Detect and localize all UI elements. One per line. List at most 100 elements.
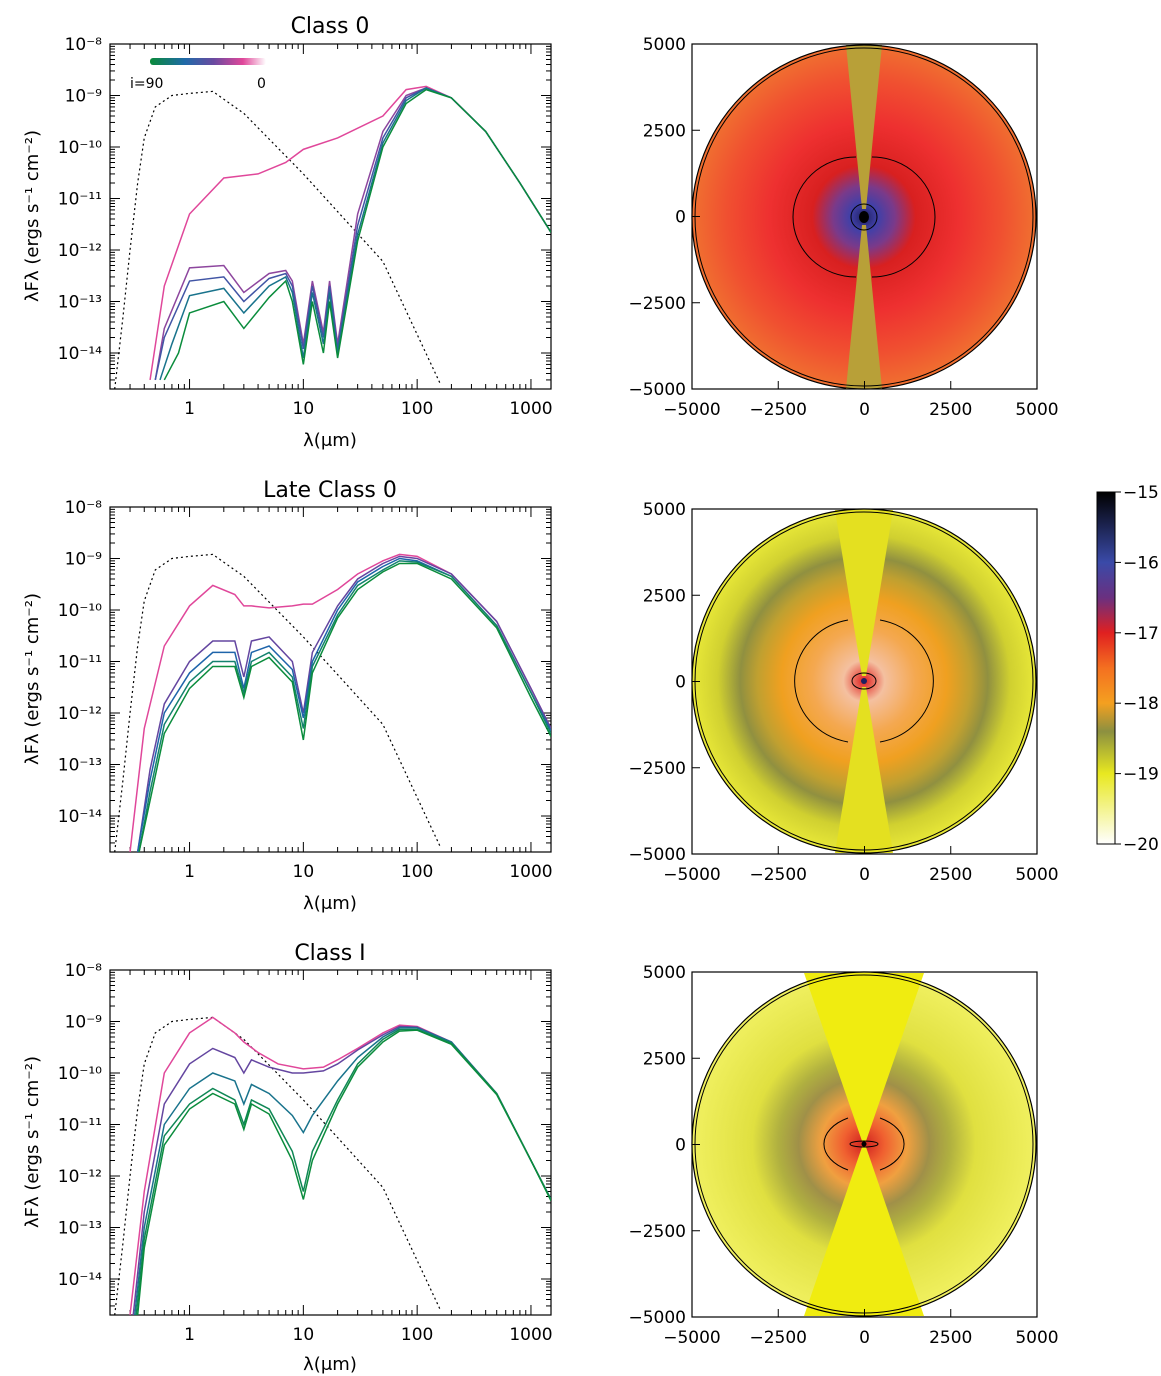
sed-series-line bbox=[154, 87, 551, 381]
y-tick-label: 0 bbox=[675, 1136, 686, 1156]
x-tick-label: −5000 bbox=[663, 865, 721, 885]
sed-frame bbox=[109, 506, 552, 853]
y-tick-label: −5000 bbox=[628, 1308, 686, 1328]
y-tick-label: 10⁻¹² bbox=[58, 1167, 102, 1187]
outflow-cavity-north bbox=[835, 510, 893, 676]
y-tick-label: 10⁻¹¹ bbox=[58, 1116, 102, 1136]
density-contour-inner bbox=[849, 1140, 879, 1148]
x-tick-label: −2500 bbox=[749, 1328, 807, 1348]
sed-title-class-i: Class I bbox=[294, 941, 365, 966]
y-tick-label: 10⁻⁸ bbox=[65, 961, 103, 981]
y-tick-label: 5000 bbox=[643, 35, 686, 55]
sed-series-line bbox=[159, 87, 551, 381]
outflow-cavity-south bbox=[835, 687, 893, 853]
x-tick-label: 0 bbox=[859, 865, 870, 885]
outflow-cavity-north bbox=[846, 45, 882, 209]
y-tick-label: 10⁻⁹ bbox=[65, 1013, 103, 1033]
x-tick-label: 5000 bbox=[1015, 1328, 1058, 1348]
y-tick-label: 0 bbox=[675, 673, 686, 693]
y-tick-label: 10⁻⁹ bbox=[65, 550, 103, 570]
outflow-cavity-south bbox=[804, 1147, 924, 1316]
sed-series-line bbox=[138, 562, 551, 852]
stellar-photosphere-line bbox=[114, 1016, 441, 1315]
sed-ylabel: λFλ (ergs s⁻¹ cm⁻²) bbox=[22, 130, 43, 302]
sed-frame bbox=[109, 43, 552, 390]
sed-series-line bbox=[154, 87, 551, 381]
x-tick-label: 2500 bbox=[929, 865, 972, 885]
y-tick-label: 10⁻¹⁰ bbox=[58, 601, 102, 621]
outflow-cavity-north bbox=[804, 973, 924, 1141]
density-contour-inner bbox=[851, 672, 877, 690]
y-tick-label: 10⁻⁸ bbox=[65, 35, 103, 55]
y-tick-label: −2500 bbox=[628, 1222, 686, 1242]
sed-series-line bbox=[135, 1028, 551, 1315]
x-tick-label: 1 bbox=[184, 399, 195, 419]
x-tick-label: 100 bbox=[401, 862, 433, 882]
sed-series-line bbox=[149, 85, 551, 381]
x-tick-label: 10 bbox=[293, 1325, 315, 1345]
colorbar-tick-label: −15 bbox=[1123, 483, 1159, 503]
y-tick-label: −5000 bbox=[628, 380, 686, 400]
sed-series-line bbox=[136, 1029, 551, 1315]
sed-xlabel: λ(μm) bbox=[303, 430, 357, 451]
density-contour-mid bbox=[794, 619, 934, 743]
x-tick-label: 5000 bbox=[1015, 400, 1058, 420]
sed-xlabel: λ(μm) bbox=[303, 893, 357, 914]
sed-curves bbox=[114, 553, 551, 852]
sed-curves bbox=[114, 1016, 551, 1315]
y-tick-label: 10⁻¹³ bbox=[58, 293, 102, 313]
x-tick-label: 1 bbox=[184, 1325, 195, 1345]
colorbar-tick-label: −17 bbox=[1123, 624, 1159, 644]
density-map-class-i: −5000 −2500 0 2500 5000 5000 2500 0 −2500 −5000 bbox=[628, 963, 1058, 1348]
y-tick-label: 10⁻¹² bbox=[58, 241, 102, 261]
protostar bbox=[859, 211, 869, 223]
colorbar-tick-label: −19 bbox=[1123, 765, 1159, 785]
density-contour-mid bbox=[823, 1117, 905, 1171]
y-tick-label: 5000 bbox=[643, 963, 686, 983]
sed-ticks: 1 10 100 1000 10⁻⁸ 10⁻⁹ 10⁻¹⁰ 10⁻¹¹ 10⁻¹² 10⁻¹³ 10… bbox=[58, 961, 553, 1345]
density-map-late-class-0: −5000 −2500 0 2500 5000 5000 2500 0 −2500 −5000 bbox=[628, 500, 1058, 885]
y-tick-label: 10⁻¹⁰ bbox=[58, 138, 102, 158]
sed-series-line bbox=[163, 88, 551, 381]
sed-series-line bbox=[129, 553, 551, 852]
protostar bbox=[861, 1141, 867, 1147]
y-tick-label: 10⁻¹⁴ bbox=[58, 807, 102, 827]
x-tick-label: 0 bbox=[859, 1328, 870, 1348]
y-tick-label: 10⁻¹⁴ bbox=[58, 344, 102, 364]
colorbar-tick-label: −16 bbox=[1123, 553, 1159, 573]
sed-series-line bbox=[136, 555, 551, 852]
x-tick-label: −5000 bbox=[663, 1328, 721, 1348]
stellar-photosphere-line bbox=[114, 90, 441, 389]
x-tick-label: −5000 bbox=[663, 400, 721, 420]
inclination-colorbar bbox=[150, 58, 266, 65]
y-tick-label: 10⁻¹³ bbox=[58, 1219, 102, 1239]
map-ticks: −5000 −2500 0 2500 5000 5000 2500 0 −2500 −5000 bbox=[628, 963, 1058, 1348]
sed-frame bbox=[109, 969, 552, 1316]
density-colorbar: −15 −16 −17 −18 −19 −20 bbox=[1096, 483, 1159, 855]
density-map-class-0: −5000 −2500 0 2500 5000 5000 2500 0 −2500 −5000 bbox=[628, 35, 1058, 420]
sed-ticks: 1 10 100 1000 10⁻⁸ 10⁻⁹ 10⁻¹⁰ 10⁻¹¹ 10⁻¹² 10⁻¹³ 10… bbox=[58, 35, 553, 419]
y-tick-label: 10⁻¹³ bbox=[58, 756, 102, 776]
y-tick-label: 2500 bbox=[643, 586, 686, 606]
y-tick-label: 10⁻¹² bbox=[58, 704, 102, 724]
x-tick-label: 10 bbox=[293, 862, 315, 882]
density-contour-inner bbox=[850, 203, 878, 231]
y-tick-label: −5000 bbox=[628, 845, 686, 865]
x-tick-label: 100 bbox=[401, 399, 433, 419]
sed-ylabel: λFλ (ergs s⁻¹ cm⁻²) bbox=[22, 1056, 43, 1228]
y-tick-label: 10⁻¹¹ bbox=[58, 653, 102, 673]
x-tick-label: 1000 bbox=[509, 862, 552, 882]
inclination-label-90: i=90 bbox=[130, 76, 163, 92]
x-tick-label: 10 bbox=[293, 399, 315, 419]
colorbar-tick-label: −18 bbox=[1123, 694, 1159, 714]
y-tick-label: −2500 bbox=[628, 759, 686, 779]
density-contour-mid bbox=[792, 156, 936, 278]
y-tick-label: 2500 bbox=[643, 121, 686, 141]
sed-panel-class-0: Class 0 1 10 100 1000 10⁻⁸ 10⁻⁹ 10⁻¹⁰ 10⁻¹¹ 10⁻¹… bbox=[22, 14, 553, 451]
sed-curves bbox=[114, 85, 551, 389]
x-tick-label: 2500 bbox=[929, 400, 972, 420]
y-tick-label: 10⁻¹¹ bbox=[58, 190, 102, 210]
map-ticks: −5000 −2500 0 2500 5000 5000 2500 0 −2500 −5000 bbox=[628, 500, 1058, 885]
inclination-label-0: 0 bbox=[257, 76, 266, 92]
